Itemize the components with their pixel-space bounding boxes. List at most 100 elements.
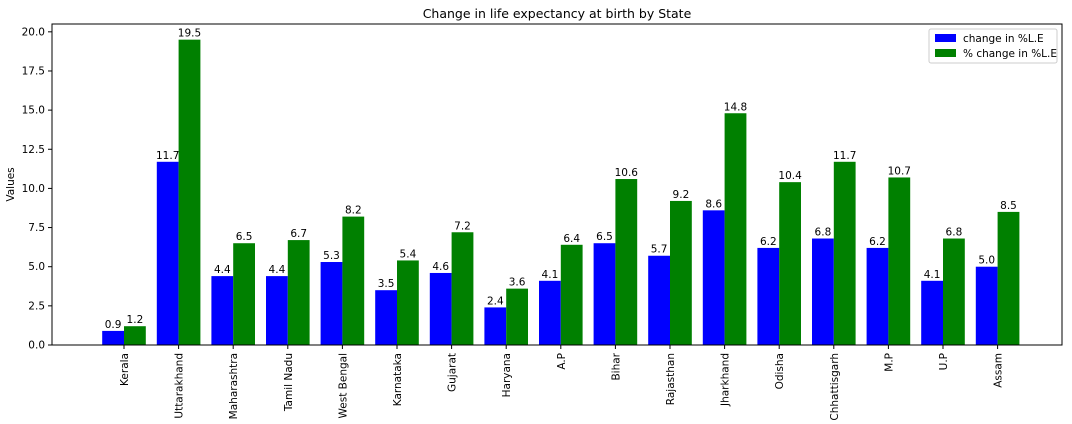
legend-box [928, 28, 1058, 64]
bar-value-label: 5.3 [323, 250, 340, 262]
bar [888, 177, 911, 345]
legend-label: change in %L.E [963, 33, 1044, 45]
bar-value-label: 14.8 [724, 101, 747, 113]
bar-value-label: 7.2 [454, 220, 471, 232]
y-tick-label: 7.5 [28, 222, 45, 234]
bar [812, 238, 834, 345]
bar [342, 216, 365, 345]
bar [724, 113, 747, 345]
bar-value-label: 3.6 [509, 277, 526, 289]
x-tick-label: Odisha [774, 353, 786, 389]
bar-value-label: 10.7 [888, 165, 911, 177]
bar-value-label: 4.1 [924, 269, 941, 281]
bar [539, 280, 561, 345]
bar-value-label: 4.1 [542, 269, 559, 281]
bar [866, 247, 889, 345]
bar [375, 290, 397, 345]
bar [397, 260, 419, 345]
y-tick-label: 5.0 [28, 261, 45, 273]
legend: change in %L.E % change in %L.E [928, 28, 1058, 64]
bar-value-label: 5.4 [400, 248, 417, 260]
legend-swatch [935, 49, 956, 57]
bar [997, 211, 1020, 345]
bar-value-label: 11.7 [833, 150, 856, 162]
y-tick-label: 15.0 [22, 105, 45, 117]
bar-value-label: 3.5 [378, 278, 395, 290]
legend-swatch [935, 34, 956, 42]
bar-value-label: 4.4 [214, 264, 231, 276]
bar [757, 247, 780, 345]
x-tick-label: Jharkhand [720, 353, 732, 407]
bar-value-label: 6.7 [290, 228, 307, 240]
bar [451, 232, 474, 345]
bar-value-label: 1.2 [127, 314, 144, 326]
bar-value-label: 10.6 [615, 167, 639, 179]
bar [943, 238, 965, 345]
x-tick-label: West Bengal [337, 353, 349, 419]
bar-value-label: 6.8 [815, 227, 832, 239]
x-tick-label: Tamil Nadu [283, 353, 295, 412]
bar-value-label: 10.4 [778, 170, 802, 182]
y-tick-label: 12.5 [22, 144, 45, 156]
bar [233, 243, 255, 345]
bar-value-label: 0.9 [105, 319, 122, 331]
bar-value-label: 6.2 [760, 236, 777, 248]
x-tick-label: Haryana [501, 353, 513, 397]
x-tick-label: Rajasthan [665, 353, 677, 405]
bar [560, 244, 583, 345]
x-tick-label: Uttarakhand [174, 353, 186, 419]
bar [287, 240, 310, 345]
bar [648, 255, 670, 345]
bar-value-label: 5.7 [651, 244, 668, 256]
x-tick-label: Bihar [610, 352, 622, 380]
bar [266, 276, 288, 345]
bar-value-label: 5.0 [978, 255, 995, 267]
bar-value-label: 6.5 [236, 231, 253, 243]
bar [211, 276, 234, 345]
x-tick-label: Assam [993, 353, 1005, 388]
bar-value-label: 6.4 [563, 233, 580, 245]
bar-value-label: 6.8 [946, 227, 963, 239]
bar-value-label: 8.5 [1000, 200, 1017, 212]
x-tick-label: Gujarat [447, 353, 459, 392]
bar [615, 179, 638, 345]
x-axis-ticks: Kerala Uttarakhand Maharashtra Tamil Nadu We… [119, 345, 1005, 421]
bar-value-label: 4.6 [432, 261, 449, 273]
bar [102, 330, 124, 345]
y-tick-label: 0.0 [28, 340, 45, 352]
chart-title: Change in life expectancy at birth by St… [423, 6, 692, 21]
bar-value-label: 6.2 [869, 236, 886, 248]
bar [779, 182, 801, 345]
bar [670, 200, 692, 345]
y-tick-label: 17.5 [22, 65, 45, 77]
bar-value-labels: 0.9 11.7 4.4 4.4 5.3 3.5 4.6 2.4 4.1 6.5 5.7 8.6 6.2… [105, 28, 1017, 331]
bar [702, 210, 725, 345]
bar [921, 280, 943, 345]
x-tick-label: M.P [883, 353, 895, 372]
bar [156, 161, 179, 345]
bar [178, 39, 201, 345]
bar-value-label: 9.2 [673, 189, 690, 201]
bar [593, 243, 616, 345]
bar [484, 307, 507, 345]
y-tick-label: 10.0 [22, 183, 45, 195]
x-tick-label: U.P [938, 353, 950, 370]
y-tick-label: 20.0 [22, 26, 45, 38]
bar [506, 288, 528, 345]
x-tick-label: Chhattisgarh [829, 353, 841, 421]
bar-value-label: 6.5 [596, 231, 613, 243]
x-tick-label: Karnataka [392, 353, 404, 406]
bar-value-label: 19.5 [178, 28, 201, 40]
x-tick-label: Kerala [119, 353, 131, 386]
legend-label: % change in %L.E [963, 48, 1057, 60]
x-tick-label: A.P [556, 353, 568, 370]
bar-value-label: 8.6 [705, 198, 722, 210]
bar-value-label: 2.4 [487, 295, 504, 307]
y-axis-ticks: 0.0 2.5 5.0 7.5 10.0 12.5 15.0 17.5 20.0 [22, 26, 52, 352]
bar [124, 326, 146, 345]
x-tick-label: Maharashtra [228, 353, 240, 419]
bar [429, 272, 452, 345]
y-tick-label: 2.5 [28, 300, 45, 312]
bar [975, 266, 998, 345]
